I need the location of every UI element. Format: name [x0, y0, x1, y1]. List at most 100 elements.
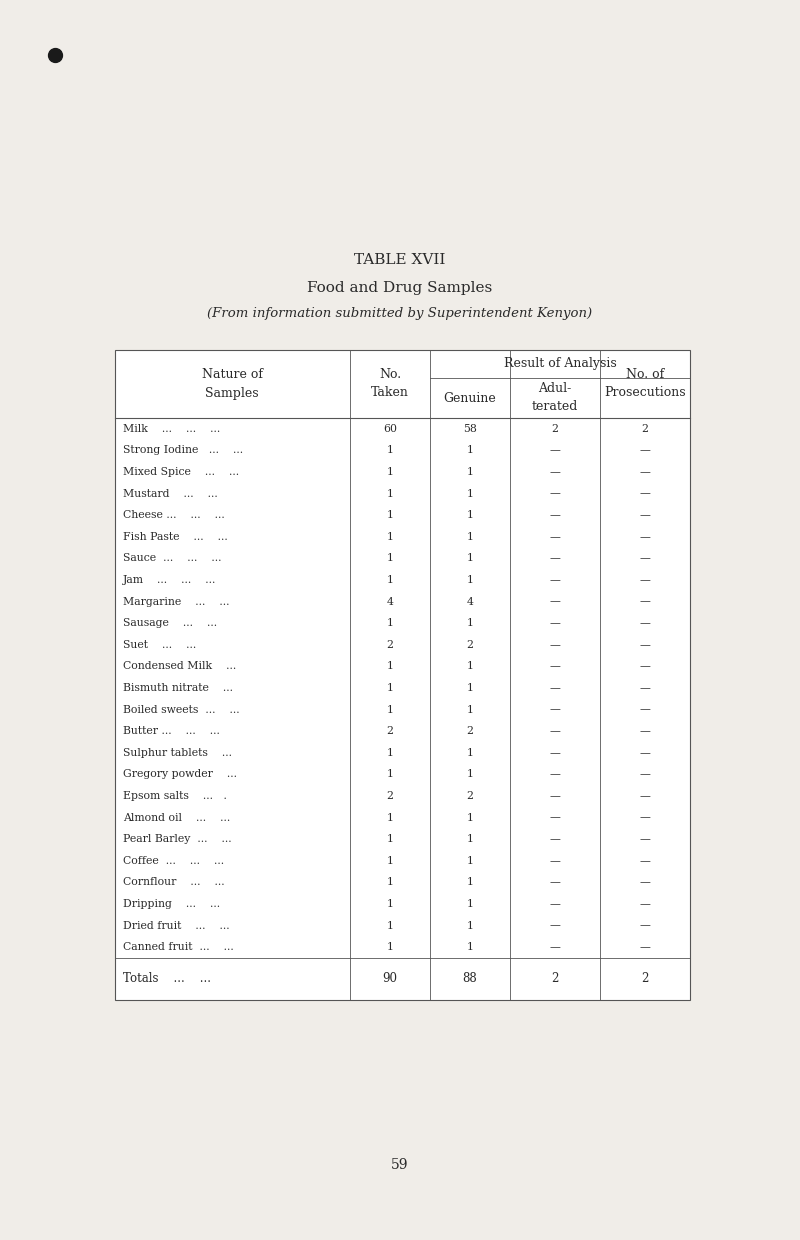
Text: —: —: [550, 532, 561, 542]
Text: Dripping    ...    ...: Dripping ... ...: [123, 899, 220, 909]
Text: —: —: [550, 467, 561, 477]
Text: Result of Analysis: Result of Analysis: [504, 357, 616, 371]
Text: 2: 2: [551, 424, 558, 434]
Text: Genuine: Genuine: [444, 392, 496, 404]
Text: Food and Drug Samples: Food and Drug Samples: [307, 281, 493, 295]
Text: Milk    ...    ...    ...: Milk ... ... ...: [123, 424, 220, 434]
Text: Bismuth nitrate    ...: Bismuth nitrate ...: [123, 683, 233, 693]
Text: Pearl Barley  ...    ...: Pearl Barley ... ...: [123, 835, 232, 844]
Text: 1: 1: [386, 899, 394, 909]
Text: —: —: [639, 727, 650, 737]
Text: 2: 2: [642, 972, 649, 986]
Text: 1: 1: [386, 467, 394, 477]
Text: 1: 1: [466, 489, 474, 498]
Text: —: —: [550, 575, 561, 585]
Text: Sulphur tablets    ...: Sulphur tablets ...: [123, 748, 232, 758]
Bar: [115, 350, 690, 999]
Text: —: —: [639, 510, 650, 521]
Text: Coffee  ...    ...    ...: Coffee ... ... ...: [123, 856, 224, 866]
Text: 2: 2: [386, 727, 394, 737]
Text: 2: 2: [386, 791, 394, 801]
Text: —: —: [639, 553, 650, 563]
Text: —: —: [639, 899, 650, 909]
Text: Gregory powder    ...: Gregory powder ...: [123, 769, 237, 780]
Text: —: —: [550, 942, 561, 952]
Text: 1: 1: [466, 553, 474, 563]
Text: 2: 2: [466, 640, 474, 650]
Text: —: —: [550, 640, 561, 650]
Text: —: —: [550, 769, 561, 780]
Text: —: —: [639, 575, 650, 585]
Text: 1: 1: [386, 835, 394, 844]
Text: 1: 1: [466, 683, 474, 693]
Text: —: —: [550, 727, 561, 737]
Text: 1: 1: [466, 835, 474, 844]
Text: 1: 1: [386, 510, 394, 521]
Text: —: —: [550, 748, 561, 758]
Text: —: —: [550, 704, 561, 714]
Text: Jam    ...    ...    ...: Jam ... ... ...: [123, 575, 216, 585]
Text: —: —: [639, 878, 650, 888]
Text: —: —: [639, 812, 650, 822]
Text: —: —: [639, 445, 650, 455]
Text: 58: 58: [463, 424, 477, 434]
Text: Nature of
Samples: Nature of Samples: [202, 368, 262, 399]
Text: Adul-
terated: Adul- terated: [532, 382, 578, 413]
Text: Epsom salts    ...   .: Epsom salts ... .: [123, 791, 227, 801]
Text: TABLE XVII: TABLE XVII: [354, 253, 446, 267]
Text: 1: 1: [386, 445, 394, 455]
Text: —: —: [550, 791, 561, 801]
Text: Butter ...    ...    ...: Butter ... ... ...: [123, 727, 220, 737]
Text: 1: 1: [386, 532, 394, 542]
Text: —: —: [639, 532, 650, 542]
Text: —: —: [550, 856, 561, 866]
Text: 1: 1: [466, 467, 474, 477]
Text: —: —: [550, 899, 561, 909]
Text: 1: 1: [386, 553, 394, 563]
Text: —: —: [639, 769, 650, 780]
Text: 1: 1: [466, 532, 474, 542]
Text: Sauce  ...    ...    ...: Sauce ... ... ...: [123, 553, 222, 563]
Text: Cornflour    ...    ...: Cornflour ... ...: [123, 878, 225, 888]
Text: 1: 1: [386, 661, 394, 671]
Text: 1: 1: [466, 878, 474, 888]
Text: 1: 1: [386, 619, 394, 629]
Text: —: —: [639, 791, 650, 801]
Text: 4: 4: [386, 596, 394, 606]
Text: 1: 1: [386, 878, 394, 888]
Text: 1: 1: [386, 942, 394, 952]
Text: (From information submitted by Superintendent Kenyon): (From information submitted by Superinte…: [207, 308, 593, 320]
Text: —: —: [550, 878, 561, 888]
Text: 1: 1: [386, 769, 394, 780]
Text: 2: 2: [551, 972, 558, 986]
Text: Sausage    ...    ...: Sausage ... ...: [123, 619, 217, 629]
Text: 90: 90: [382, 972, 398, 986]
Text: 1: 1: [466, 575, 474, 585]
Text: 59: 59: [391, 1158, 409, 1172]
Text: Canned fruit  ...    ...: Canned fruit ... ...: [123, 942, 234, 952]
Text: —: —: [550, 920, 561, 930]
Text: 1: 1: [466, 856, 474, 866]
Text: Mixed Spice    ...    ...: Mixed Spice ... ...: [123, 467, 239, 477]
Text: Totals    ...    ...: Totals ... ...: [123, 972, 211, 986]
Text: No.
Taken: No. Taken: [371, 368, 409, 399]
Text: 2: 2: [642, 424, 649, 434]
Text: —: —: [550, 510, 561, 521]
Text: 1: 1: [466, 661, 474, 671]
Text: 88: 88: [462, 972, 478, 986]
Text: 1: 1: [386, 575, 394, 585]
Text: —: —: [550, 683, 561, 693]
Text: —: —: [639, 856, 650, 866]
Text: 2: 2: [466, 791, 474, 801]
Text: —: —: [550, 812, 561, 822]
Text: Strong Iodine   ...    ...: Strong Iodine ... ...: [123, 445, 243, 455]
Text: 1: 1: [386, 704, 394, 714]
Text: 1: 1: [466, 920, 474, 930]
Text: 1: 1: [466, 899, 474, 909]
Text: —: —: [639, 596, 650, 606]
Text: Cheese ...    ...    ...: Cheese ... ... ...: [123, 510, 225, 521]
Text: Dried fruit    ...    ...: Dried fruit ... ...: [123, 920, 230, 930]
Text: 1: 1: [466, 704, 474, 714]
Text: 1: 1: [466, 812, 474, 822]
Text: —: —: [639, 467, 650, 477]
